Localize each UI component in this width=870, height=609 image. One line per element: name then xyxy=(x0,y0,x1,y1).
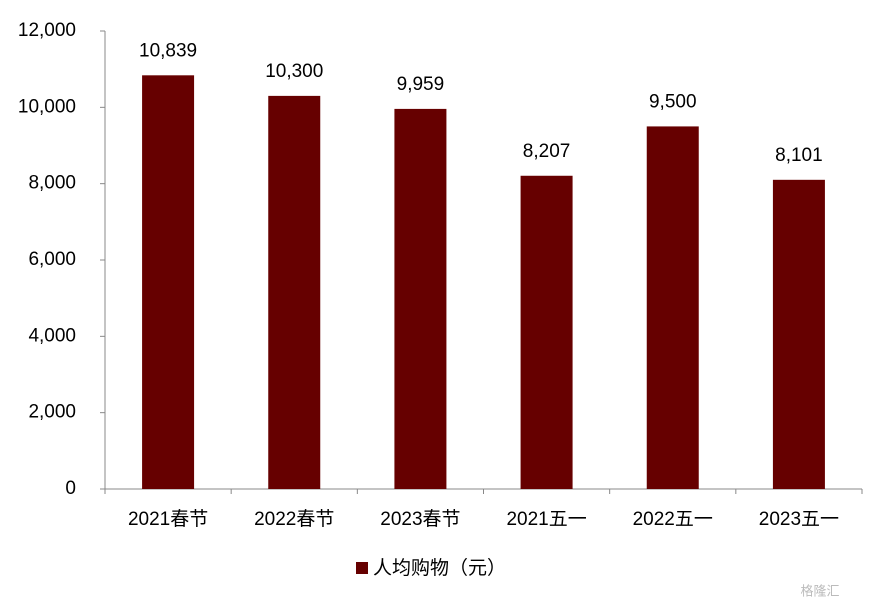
x-tick-label: 2021五一 xyxy=(506,509,586,530)
y-tick-label: 0 xyxy=(65,478,76,499)
legend-swatch xyxy=(356,562,368,574)
bar xyxy=(646,126,699,490)
value-label: 9,959 xyxy=(397,74,445,95)
x-tick-label: 2022五一 xyxy=(633,509,713,530)
bar xyxy=(520,175,573,489)
value-label: 10,300 xyxy=(265,61,323,82)
x-tick-label: 2021春节 xyxy=(128,508,208,530)
value-label: 10,839 xyxy=(139,40,197,61)
bar xyxy=(268,95,321,489)
bar xyxy=(142,75,195,490)
y-tick-label: 4,000 xyxy=(28,325,76,346)
y-tick-label: 10,000 xyxy=(18,96,76,117)
y-tick-label: 6,000 xyxy=(28,249,76,270)
x-tick-label: 2023五一 xyxy=(759,509,839,530)
value-label: 9,500 xyxy=(649,91,697,112)
y-tick-label: 2,000 xyxy=(28,402,76,423)
value-label: 8,207 xyxy=(523,141,571,162)
x-tick-label: 2022春节 xyxy=(254,508,334,530)
legend-label: 人均购物（元） xyxy=(373,557,506,579)
bar xyxy=(772,179,825,489)
bar xyxy=(394,108,447,489)
y-tick-label: 8,000 xyxy=(28,173,76,194)
x-tick-label: 2023春节 xyxy=(380,508,460,530)
value-label: 8,101 xyxy=(775,145,823,166)
y-tick-label: 12,000 xyxy=(18,20,76,41)
watermark: 格隆汇 xyxy=(800,583,839,598)
